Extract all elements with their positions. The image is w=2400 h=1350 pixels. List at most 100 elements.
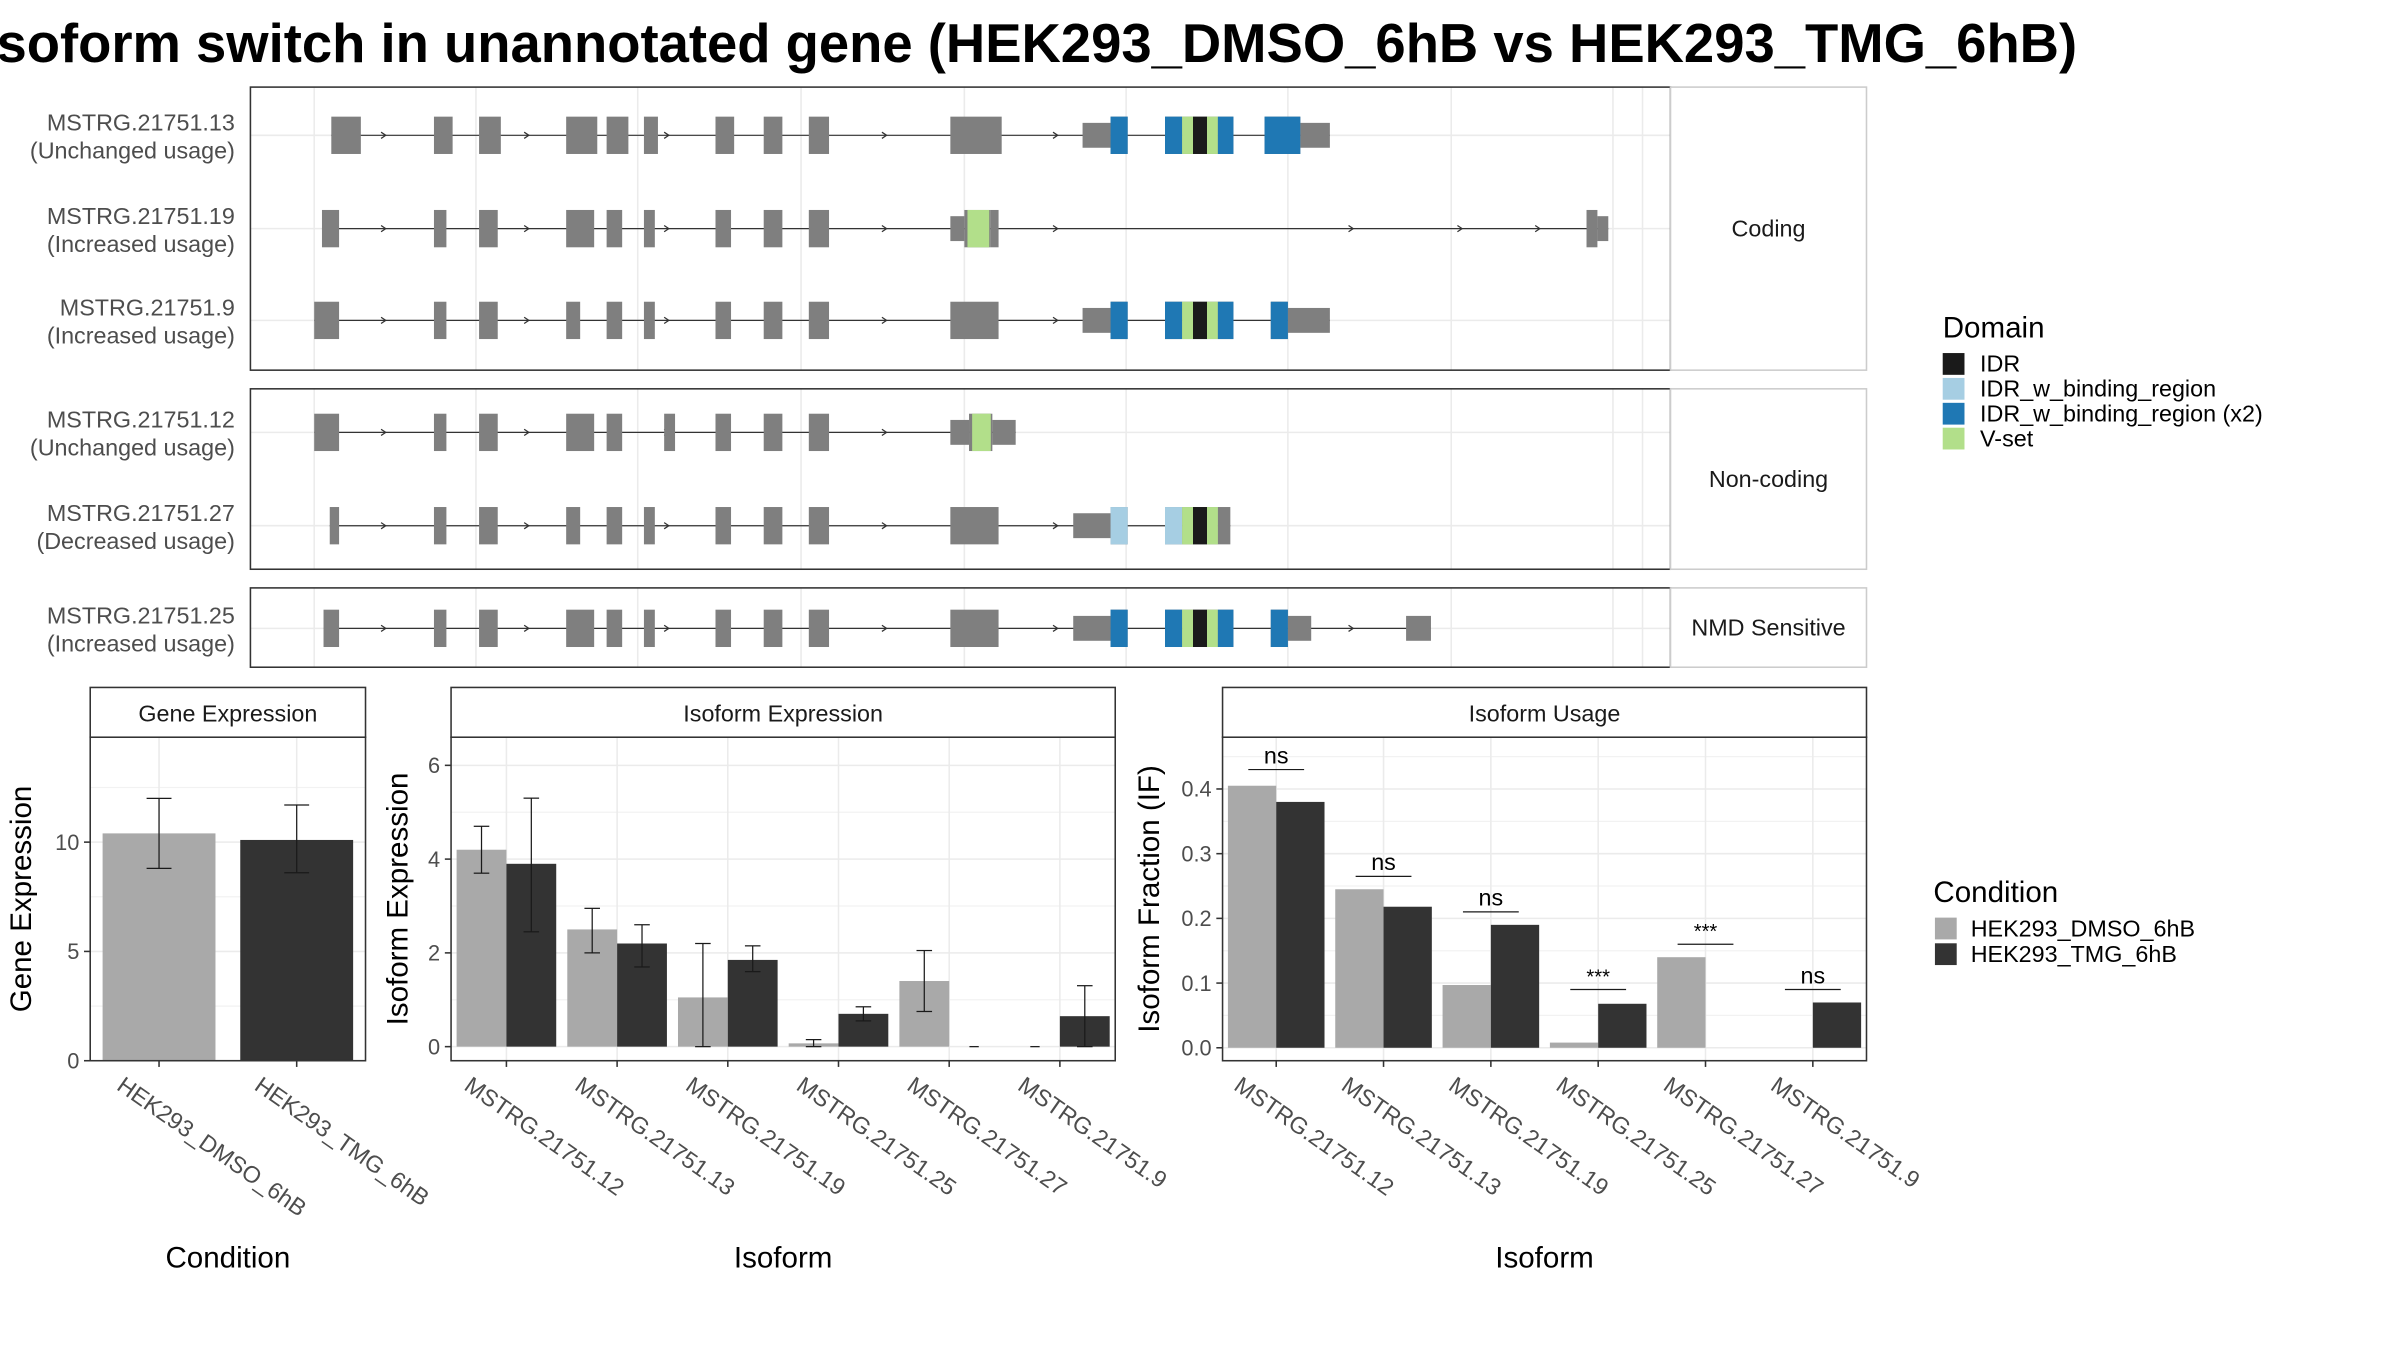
exon-block: [715, 413, 732, 452]
exon-block: [566, 209, 595, 248]
domain-block: [967, 209, 990, 248]
strand-arrow: [380, 624, 387, 632]
domain-block: [1206, 609, 1218, 648]
isoform-track: [321, 209, 1609, 248]
y-tick-label: 0: [428, 1034, 440, 1059]
exon-block: [808, 209, 830, 248]
panel-title: Isoform Usage: [1469, 701, 1621, 727]
exon-block: [763, 209, 783, 248]
strand-arrow: [881, 624, 888, 632]
exon-block: [606, 609, 623, 648]
transcript-panel: Coding: [249, 86, 1868, 371]
exon-block: [566, 609, 595, 648]
legend-swatch: [1942, 427, 1965, 450]
strand-arrow: [1052, 316, 1059, 325]
exon-block: [606, 413, 623, 452]
strand-arrow: [1457, 225, 1464, 233]
strand-arrow: [1052, 624, 1059, 632]
exon-block: [1217, 507, 1231, 545]
bar: [1383, 906, 1432, 1048]
bar: [240, 839, 354, 1061]
strand-arrow: [1534, 225, 1541, 233]
domain-block: [1182, 507, 1194, 545]
legend-swatch: [1942, 402, 1965, 425]
x-axis-label: Isoform: [734, 1242, 833, 1275]
figure-title: Isoform switch in unannotated gene (HEK2…: [0, 13, 2077, 74]
exon-block: [479, 609, 498, 648]
strand-arrow: [1052, 131, 1059, 139]
exon-block: [606, 209, 623, 248]
exon-block: [715, 301, 732, 340]
significance-label: ns: [1264, 742, 1289, 768]
exon-block: [950, 419, 970, 445]
exon-block: [433, 413, 447, 452]
strand-arrow: [380, 316, 387, 325]
isoform-label: MSTRG.21751.9: [60, 295, 235, 321]
bar: [727, 959, 778, 1047]
exon-block: [566, 507, 581, 545]
domain-block: [1206, 116, 1218, 154]
exon-block: [808, 116, 830, 154]
exon-block: [808, 609, 830, 648]
strand-arrow: [1348, 225, 1355, 233]
y-tick-label: 0.2: [1181, 906, 1211, 931]
y-tick-label: 6: [428, 753, 440, 778]
domain-block: [1193, 301, 1207, 340]
domain-block: [1206, 301, 1218, 340]
isoform-track: [331, 116, 1330, 154]
exon-block: [1287, 307, 1330, 333]
bar: [1442, 985, 1491, 1048]
domain-block: [1182, 301, 1194, 340]
domain-block: [1110, 301, 1128, 340]
exon-block: [715, 507, 732, 545]
exon-block: [1300, 122, 1330, 148]
domain-block: [1217, 116, 1234, 154]
strip-label: Coding: [1732, 215, 1806, 241]
strand-arrow: [663, 522, 670, 530]
legend-label: IDR: [1980, 351, 2020, 377]
exon-block: [314, 413, 340, 452]
domain-block: [1193, 507, 1207, 545]
strand-arrow: [881, 131, 888, 139]
plot-background: [1222, 737, 1867, 1061]
y-axis-label: Isoform Fraction (IF): [1133, 765, 1166, 1033]
exon-block: [566, 116, 598, 154]
legend-label: IDR_w_binding_region (x2): [1980, 400, 2263, 426]
exon-block: [566, 413, 595, 452]
domain-block: [972, 413, 991, 452]
strand-arrow: [380, 428, 387, 437]
bar: [102, 833, 216, 1061]
strand-arrow: [881, 428, 888, 437]
exon-block: [1406, 615, 1431, 641]
strip-box: [1669, 388, 1868, 571]
exon-block: [433, 116, 453, 154]
strand-arrow: [1052, 522, 1059, 530]
isoform-track: [329, 507, 1231, 545]
exon-block: [433, 507, 447, 545]
domain-block: [1165, 609, 1183, 648]
legend-swatch: [1934, 917, 1957, 940]
isoform-label: MSTRG.21751.25: [47, 603, 235, 629]
exon-block: [992, 419, 1016, 445]
exon-block: [1082, 307, 1111, 333]
strand-arrow: [380, 522, 387, 530]
y-tick-label: 0.1: [1181, 971, 1211, 996]
legend-label: HEK293_TMG_6hB: [1971, 941, 2177, 967]
exon-block: [1597, 216, 1609, 242]
strand-arrow: [663, 131, 670, 139]
exon-block: [950, 507, 999, 545]
bar: [1276, 801, 1325, 1048]
exon-block: [1287, 615, 1312, 641]
isoform-usage-label: (Increased usage): [47, 231, 235, 257]
domain-block: [1193, 609, 1207, 648]
isoform-usage-label: (Increased usage): [47, 631, 235, 657]
strand-arrow: [523, 428, 530, 437]
transcript-panel: NMD Sensitive: [249, 587, 1868, 669]
exon-block: [479, 209, 498, 248]
exon-block: [950, 216, 965, 242]
significance-label: ***: [1586, 966, 1610, 988]
y-tick-label: 0.0: [1181, 1036, 1211, 1061]
